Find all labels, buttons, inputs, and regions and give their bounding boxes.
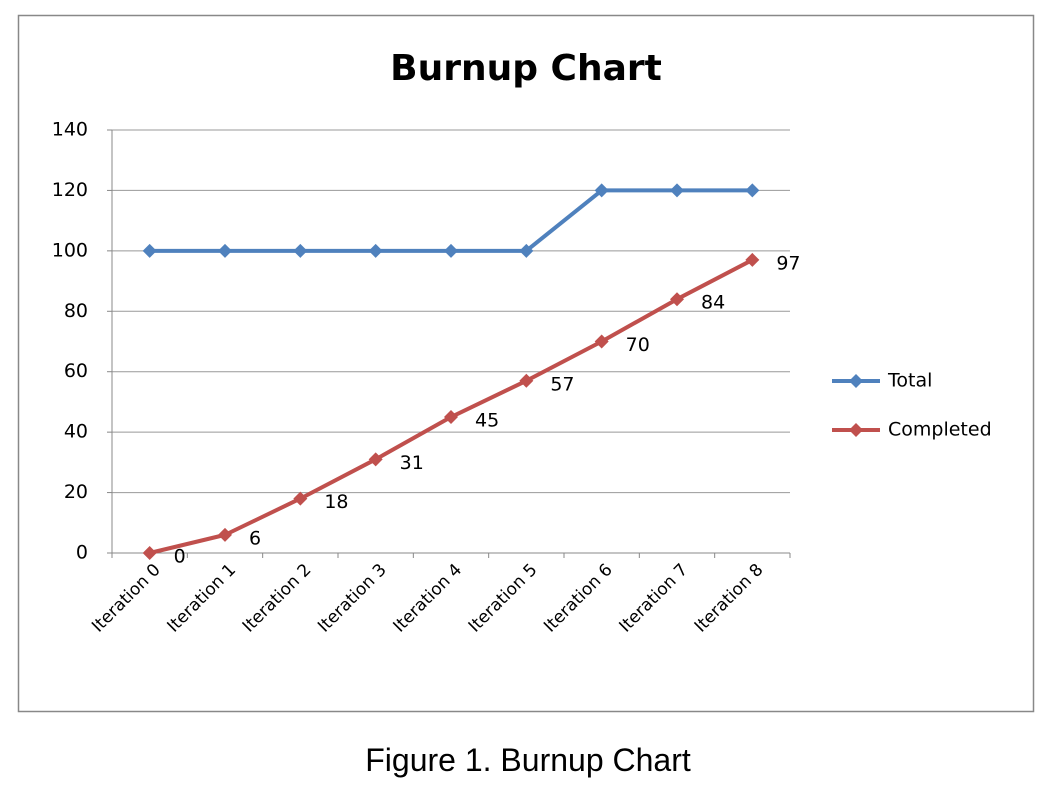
- data-label: 84: [701, 292, 725, 314]
- point-marker: [745, 183, 760, 198]
- point-marker: [670, 183, 684, 198]
- data-label: 97: [776, 252, 800, 274]
- data-label: 57: [550, 373, 574, 395]
- point-marker: [368, 452, 383, 467]
- point-marker: [594, 183, 609, 198]
- y-tick-label: 80: [64, 300, 88, 322]
- caption: Figure 1. Burnup Chart: [365, 742, 691, 778]
- point-marker: [594, 334, 609, 349]
- point-marker: [745, 252, 760, 267]
- data-label: 31: [400, 452, 424, 474]
- y-tick-label: 40: [64, 421, 88, 443]
- point-marker: [142, 546, 157, 560]
- point-marker: [670, 292, 684, 307]
- y-tick-label: 60: [64, 360, 88, 382]
- chart-title: Burnup Chart: [390, 48, 662, 89]
- y-tick-label: 100: [52, 239, 88, 261]
- point-marker: [142, 243, 157, 258]
- data-label: 18: [324, 491, 348, 513]
- point-marker: [444, 410, 458, 425]
- point-marker: [293, 243, 308, 258]
- point-marker: [368, 243, 383, 258]
- data-label: 6: [249, 527, 261, 549]
- point-marker: [519, 243, 534, 258]
- chart-border: [17, 14, 1035, 713]
- y-tick-label: 140: [52, 119, 88, 141]
- legend-label: Completed: [888, 419, 992, 441]
- data-label: 0: [174, 546, 186, 568]
- y-tick-label: 20: [64, 481, 88, 503]
- point-marker: [293, 491, 308, 506]
- data-label: 45: [475, 410, 499, 432]
- point-marker: [444, 243, 458, 258]
- point-marker: [218, 527, 232, 542]
- legend-marker: [849, 374, 863, 388]
- chart: Burnup Chart 020406080100120140Iteration…: [17, 14, 1035, 713]
- legend-marker: [849, 423, 863, 437]
- point-marker: [519, 373, 534, 388]
- legend-label: Total: [887, 370, 932, 392]
- y-tick-label: 0: [76, 542, 88, 564]
- y-tick-label: 120: [52, 179, 88, 201]
- data-label: 70: [626, 334, 650, 356]
- point-marker: [218, 243, 232, 258]
